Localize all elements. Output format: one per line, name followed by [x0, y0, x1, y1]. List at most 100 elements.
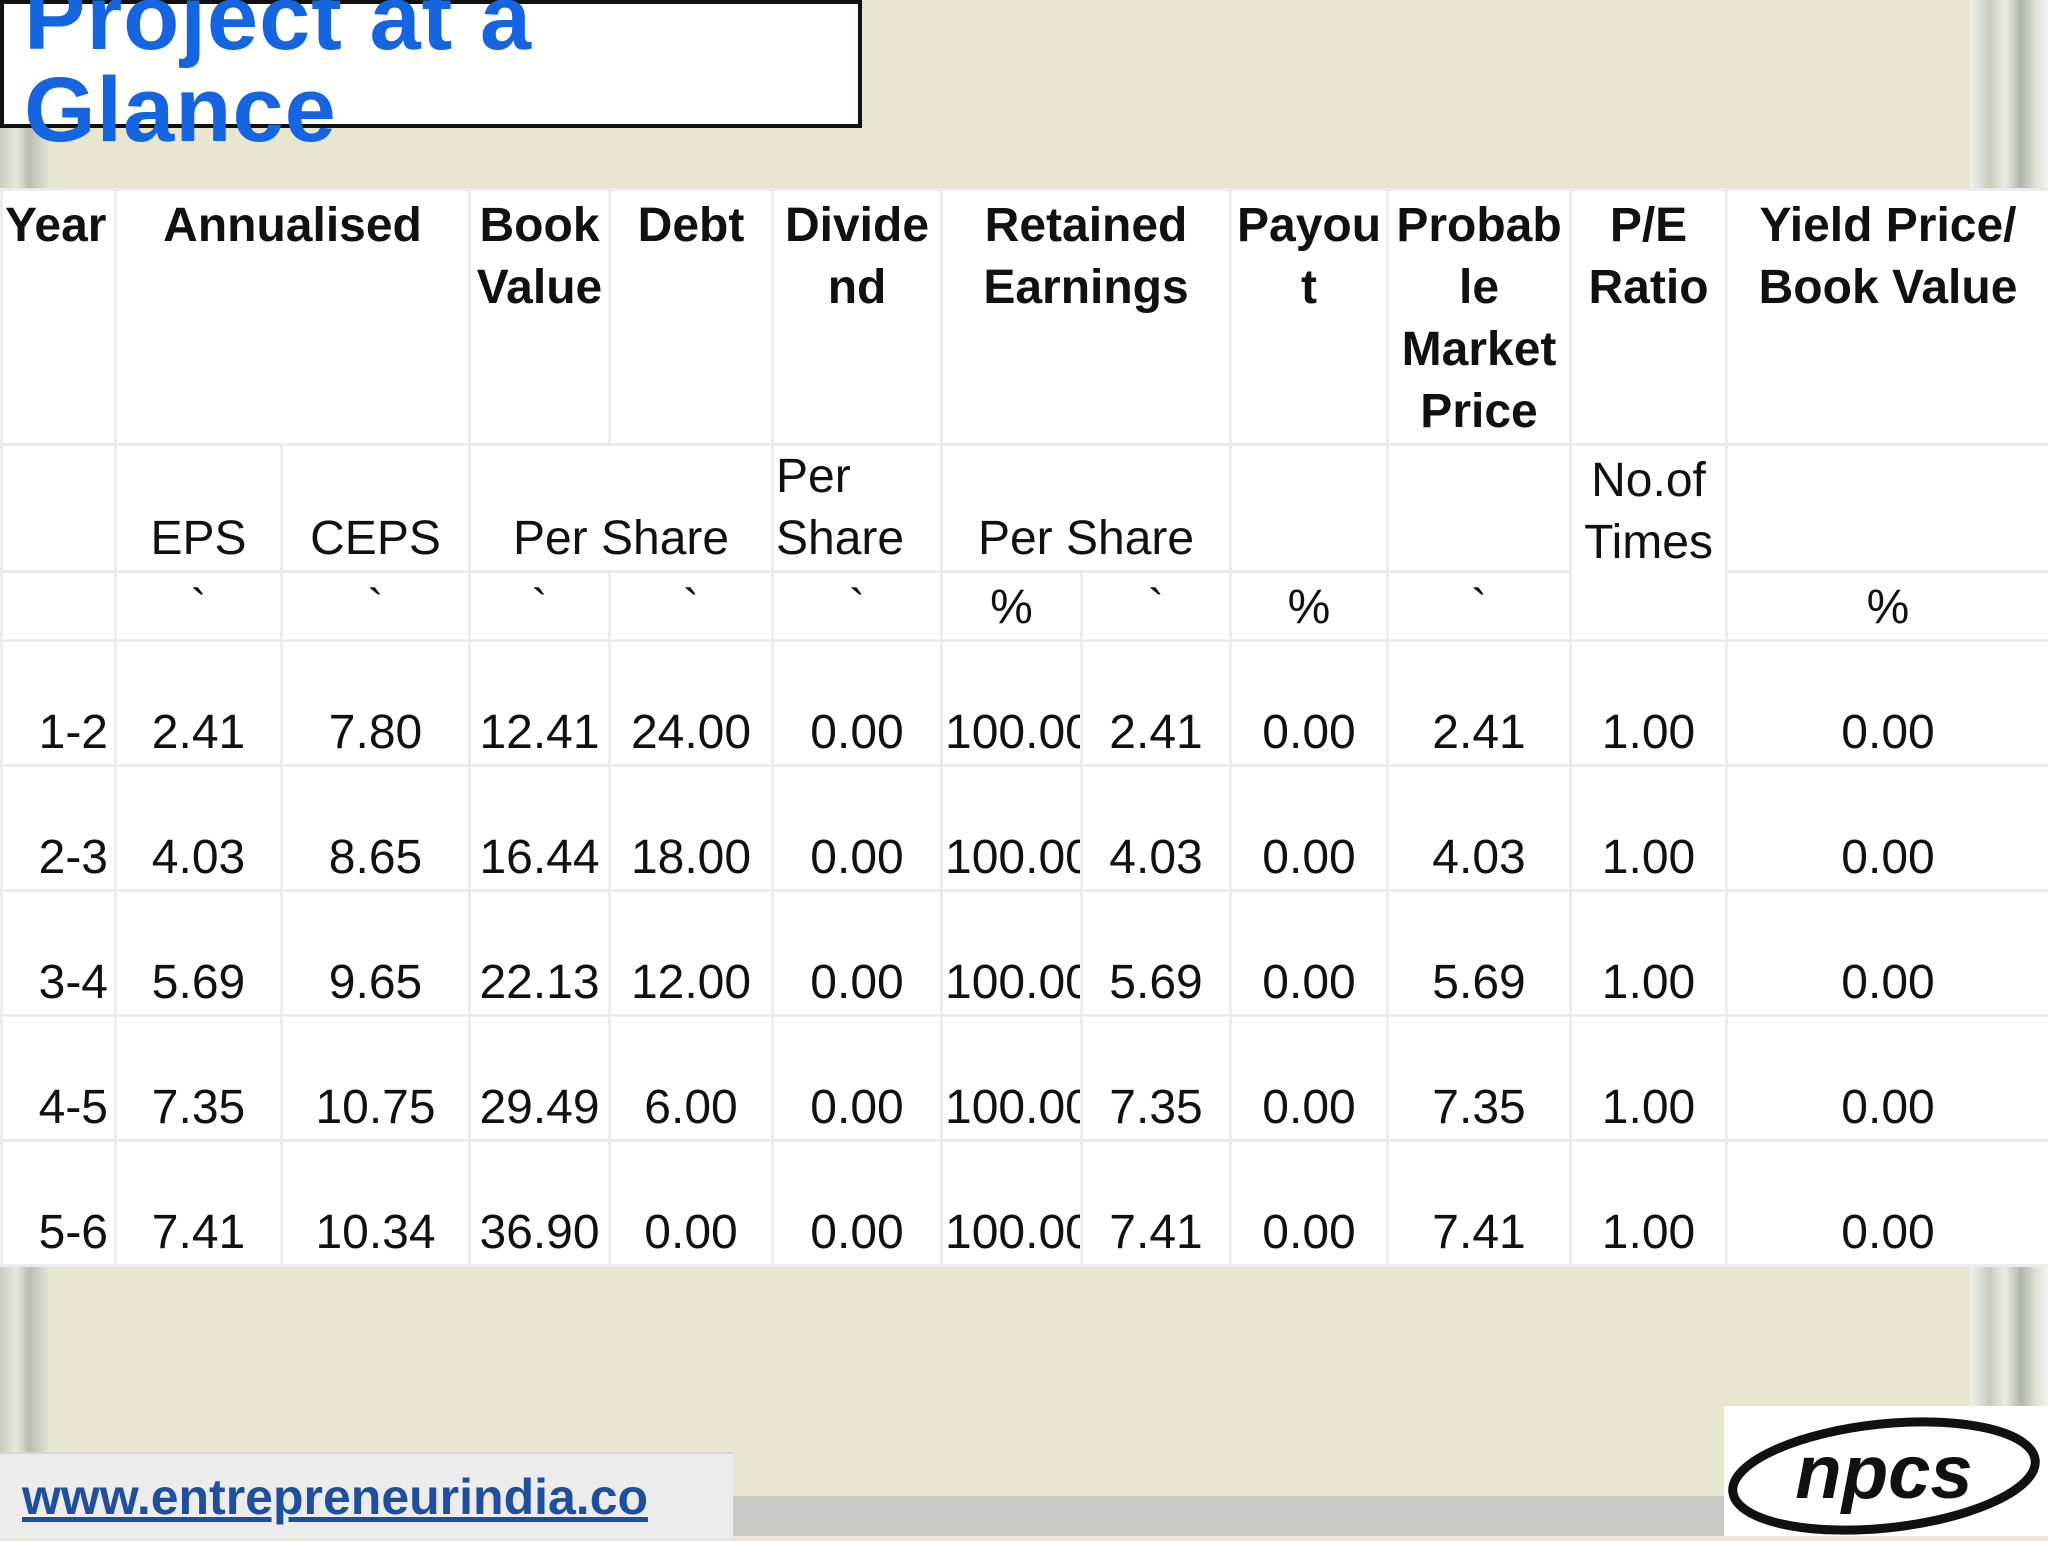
- cell-market-price: 7.35: [1388, 1016, 1571, 1141]
- cell-pe-ratio: 1.00: [1571, 1016, 1727, 1141]
- unit-retained-pct: %: [942, 572, 1082, 641]
- subheader-pe-times: No.of Times: [1571, 445, 1727, 641]
- cell-year: 4-5: [2, 1016, 116, 1141]
- cell-book-value: 22.13: [470, 891, 610, 1016]
- cell-dividend: 0.00: [773, 1016, 942, 1141]
- footer-url-link[interactable]: www.entrepreneurindia.co: [22, 1468, 648, 1526]
- subheader-empty: [1231, 445, 1388, 572]
- title-box: Project at a Glance: [0, 0, 862, 128]
- unit-yield: %: [1727, 572, 2048, 641]
- cell-debt: 18.00: [610, 766, 773, 891]
- header-payout: Payou t: [1231, 190, 1388, 445]
- header-book-value: Book Value: [470, 190, 610, 445]
- unit-book: `: [470, 572, 610, 641]
- unit-payout: %: [1231, 572, 1388, 641]
- cell-retained-pct: 100.00: [942, 641, 1082, 766]
- cell-dividend: 0.00: [773, 1141, 942, 1266]
- cell-yield: 0.00: [1727, 766, 2048, 891]
- subheader-per-share-retained: Per Share: [942, 445, 1231, 572]
- unit-empty: [2, 572, 116, 641]
- cell-year: 3-4: [2, 891, 116, 1016]
- header-annualised: Annualised: [116, 190, 470, 445]
- cell-dividend: 0.00: [773, 766, 942, 891]
- cell-book-value: 29.49: [470, 1016, 610, 1141]
- page-title: Project at a Glance: [24, 0, 858, 156]
- cell-pe-ratio: 1.00: [1571, 891, 1727, 1016]
- subheader-ceps: CEPS: [282, 445, 470, 572]
- cell-retained-pct: 100.00: [942, 1016, 1082, 1141]
- subheader-row: EPS CEPS Per Share Per Share Per Share N…: [2, 445, 2048, 572]
- cell-eps: 7.35: [116, 1016, 282, 1141]
- cell-book-value: 12.41: [470, 641, 610, 766]
- cell-eps: 7.41: [116, 1141, 282, 1266]
- subheader-empty: [2, 445, 116, 572]
- header-retained-earnings: Retained Earnings: [942, 190, 1231, 445]
- subheader-eps: EPS: [116, 445, 282, 572]
- unit-dividend: `: [773, 572, 942, 641]
- header-probable-market-price: Probab le Market Price: [1388, 190, 1571, 445]
- header-year: Year: [2, 190, 116, 445]
- cell-debt: 12.00: [610, 891, 773, 1016]
- unit-eps: `: [116, 572, 282, 641]
- header-row: Year Annualised Book Value Debt Divide n…: [2, 190, 2048, 445]
- cell-year: 5-6: [2, 1141, 116, 1266]
- unit-ceps: `: [282, 572, 470, 641]
- cell-retained-value: 4.03: [1082, 766, 1231, 891]
- cell-retained-pct: 100.00: [942, 1141, 1082, 1266]
- cell-year: 2-3: [2, 766, 116, 891]
- cell-payout: 0.00: [1231, 641, 1388, 766]
- cell-ceps: 7.80: [282, 641, 470, 766]
- cell-book-value: 16.44: [470, 766, 610, 891]
- header-debt: Debt: [610, 190, 773, 445]
- cell-book-value: 36.90: [470, 1141, 610, 1266]
- cell-retained-value: 7.35: [1082, 1016, 1231, 1141]
- subheader-empty: [1727, 445, 2048, 572]
- cell-yield: 0.00: [1727, 891, 2048, 1016]
- cell-retained-value: 2.41: [1082, 641, 1231, 766]
- cell-market-price: 4.03: [1388, 766, 1571, 891]
- project-table: Year Annualised Book Value Debt Divide n…: [0, 188, 2048, 1267]
- header-yield: Yield Price/ Book Value: [1727, 190, 2048, 445]
- cell-ceps: 8.65: [282, 766, 470, 891]
- cell-year: 1-2: [2, 641, 116, 766]
- cell-dividend: 0.00: [773, 891, 942, 1016]
- cell-market-price: 7.41: [1388, 1141, 1571, 1266]
- cell-ceps: 10.34: [282, 1141, 470, 1266]
- cell-yield: 0.00: [1727, 1016, 2048, 1141]
- header-dividend: Divide nd: [773, 190, 942, 445]
- cell-pe-ratio: 1.00: [1571, 1141, 1727, 1266]
- footer-bar: www.entrepreneurindia.co: [0, 1452, 733, 1538]
- cell-debt: 24.00: [610, 641, 773, 766]
- npcs-logo: npcs: [1724, 1406, 2048, 1536]
- cell-debt: 6.00: [610, 1016, 773, 1141]
- cell-pe-ratio: 1.00: [1571, 641, 1727, 766]
- cell-eps: 4.03: [116, 766, 282, 891]
- cell-payout: 0.00: [1231, 766, 1388, 891]
- cell-market-price: 2.41: [1388, 641, 1571, 766]
- cell-retained-value: 7.41: [1082, 1141, 1231, 1266]
- logo-text: npcs: [1795, 1430, 1972, 1515]
- cell-ceps: 9.65: [282, 891, 470, 1016]
- unit-debt: `: [610, 572, 773, 641]
- cell-payout: 0.00: [1231, 1016, 1388, 1141]
- cell-retained-pct: 100.00: [942, 891, 1082, 1016]
- cell-payout: 0.00: [1231, 891, 1388, 1016]
- cell-dividend: 0.00: [773, 641, 942, 766]
- cell-pe-ratio: 1.00: [1571, 766, 1727, 891]
- cell-eps: 2.41: [116, 641, 282, 766]
- cell-retained-pct: 100.00: [942, 766, 1082, 891]
- cell-yield: 0.00: [1727, 641, 2048, 766]
- npcs-logo-icon: npcs: [1724, 1406, 2048, 1536]
- cell-payout: 0.00: [1231, 1141, 1388, 1266]
- cell-ceps: 10.75: [282, 1016, 470, 1141]
- cell-yield: 0.00: [1727, 1141, 2048, 1266]
- header-pe-ratio: P/E Ratio: [1571, 190, 1727, 445]
- unit-retained-value: `: [1082, 572, 1231, 641]
- cell-debt: 0.00: [610, 1141, 773, 1266]
